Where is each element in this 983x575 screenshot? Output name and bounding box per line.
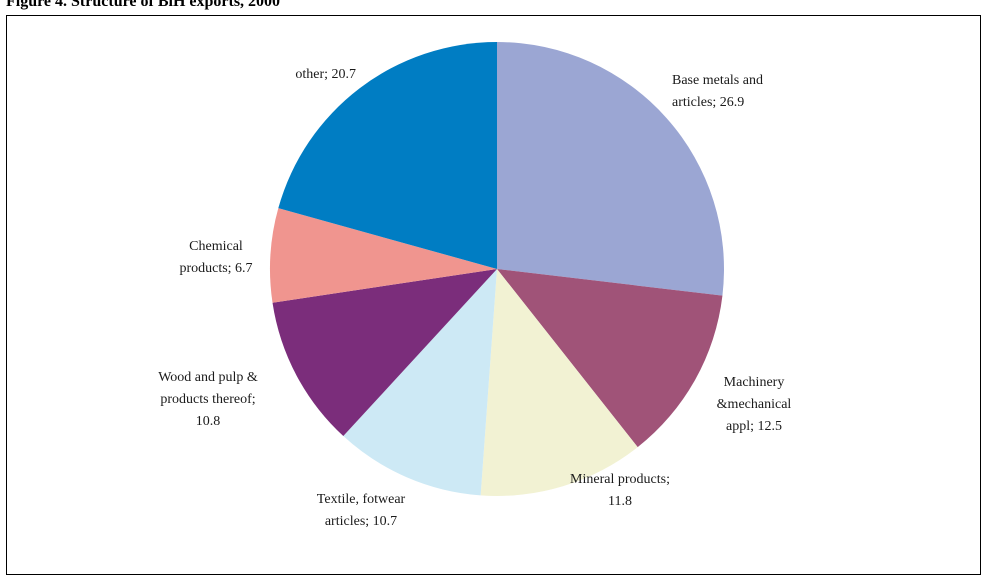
slice-label-line: appl; 12.5 <box>726 419 782 434</box>
slice-label-line: Mineral products; <box>570 472 670 487</box>
slice-label-1: Machinery &mechanical appl; 12.5 <box>717 375 792 434</box>
pie-slice-5 <box>269 208 497 303</box>
pie-slice-1 <box>497 269 723 448</box>
slice-label-6: other; 20.7 <box>295 67 356 82</box>
slice-label-line: Machinery <box>724 375 785 390</box>
slice-label-line: other; 20.7 <box>295 67 356 82</box>
figure-title: Figure 4. Structure of BiH exports, 2000 <box>6 0 281 10</box>
pie-slice-2 <box>480 269 638 497</box>
slice-label-5: Chemical products; 6.7 <box>179 239 252 276</box>
slice-label-line: 10.8 <box>196 414 221 429</box>
slice-labels: Base metals and articles; 26.9 Machinery &m… <box>158 67 791 529</box>
pie-slice-0 <box>497 42 724 296</box>
slice-label-line: products; 6.7 <box>179 261 252 276</box>
slice-label-line: articles; 10.7 <box>325 514 397 529</box>
slice-label-line: 11.8 <box>608 494 632 509</box>
slice-label-line: Chemical <box>189 239 243 254</box>
slice-label-4: Wood and pulp & products thereof; 10.8 <box>158 370 258 429</box>
slice-label-line: Wood and pulp & <box>158 370 258 385</box>
slice-label-line: products thereof; <box>160 392 255 407</box>
slice-label-3: Textile, fotwear articles; 10.7 <box>317 492 406 529</box>
slice-label-line: &mechanical <box>717 397 792 412</box>
slice-label-0: Base metals and articles; 26.9 <box>672 73 763 110</box>
pie-slices <box>269 42 724 497</box>
slice-label-line: articles; 26.9 <box>672 95 744 110</box>
slice-label-line: Base metals and <box>672 73 763 88</box>
slice-label-2: Mineral products; 11.8 <box>570 472 670 509</box>
pie-slice-6 <box>278 42 497 269</box>
pie-slice-4 <box>272 269 497 437</box>
pie-slice-3 <box>343 269 497 496</box>
slice-label-line: Textile, fotwear <box>317 492 406 507</box>
